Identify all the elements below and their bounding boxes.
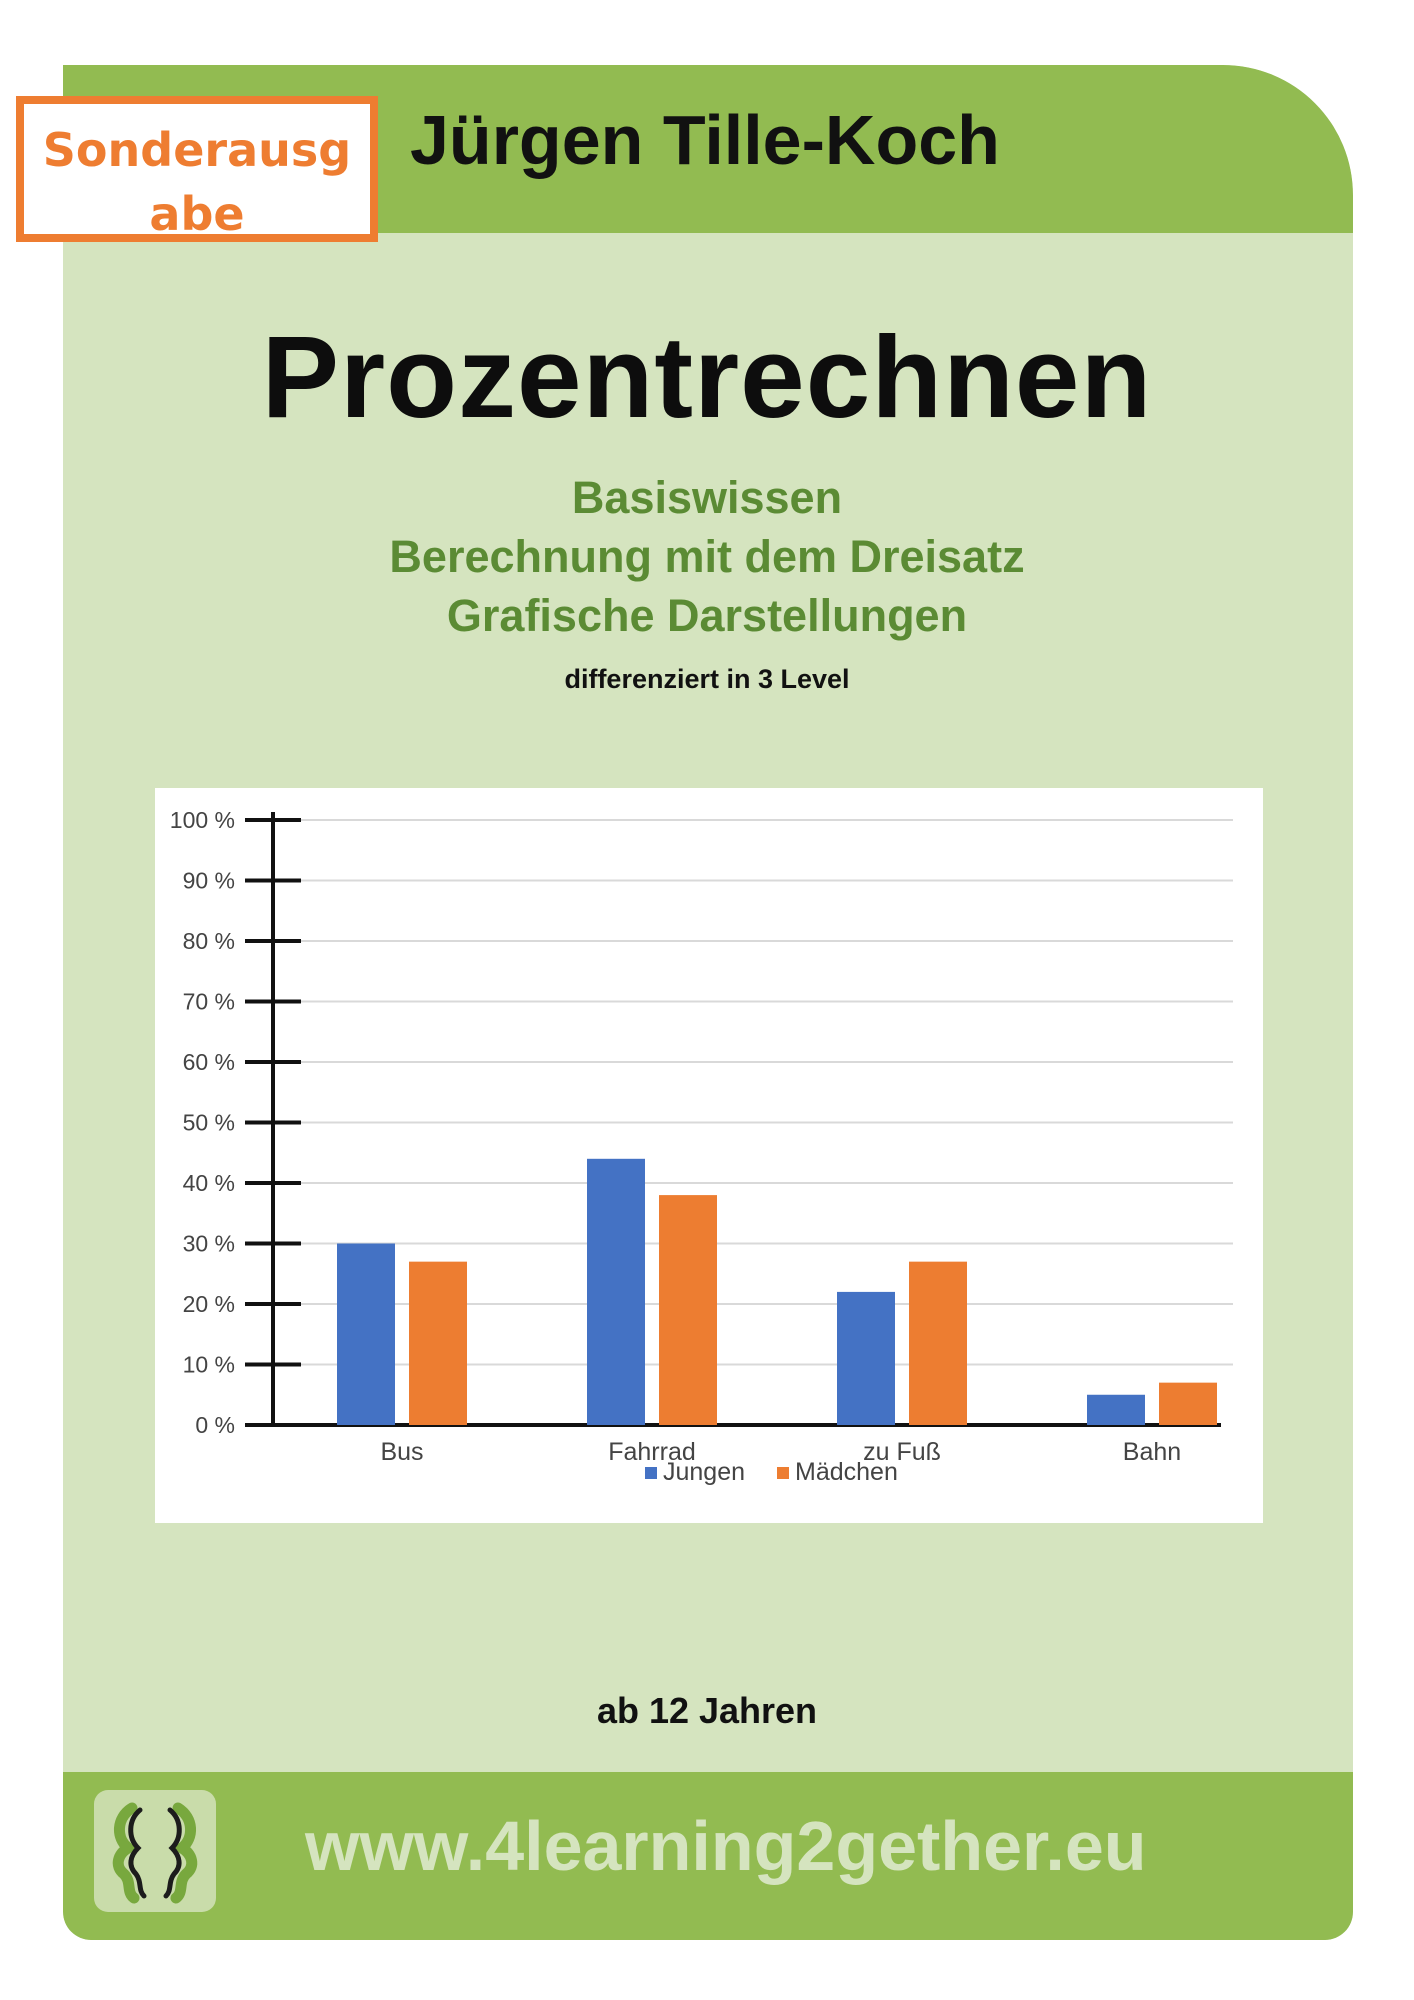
bar-jungen xyxy=(837,1291,895,1425)
x-tick-label: zu Fuß xyxy=(863,1438,941,1466)
y-tick-label: 100 % xyxy=(170,807,235,833)
y-tick-label: 80 % xyxy=(183,928,235,954)
subtitle-line: Berechnung mit dem Dreisatz xyxy=(389,531,1025,582)
bar-mädchen xyxy=(909,1261,967,1425)
y-tick-label: 60 % xyxy=(183,1049,235,1075)
subtitle-list: Basiswissen Berechnung mit dem Dreisatz … xyxy=(0,468,1414,645)
bar-jungen xyxy=(1087,1394,1145,1425)
bar-jungen xyxy=(587,1158,645,1425)
subtitle-line: Grafische Darstellungen xyxy=(446,590,968,641)
special-edition-badge: Sonderausgabe xyxy=(16,96,378,242)
bar-chart-svg: 0 % 10 % 20 % 30 % 40 % 50 % 60 % 70 % 80 % 90 % 1… xyxy=(170,807,1233,1486)
legend-swatch xyxy=(645,1467,657,1479)
y-tick-label: 30 % xyxy=(183,1231,235,1257)
y-tick-label: 0 % xyxy=(195,1412,235,1438)
y-tick-label: 70 % xyxy=(183,989,235,1015)
y-tick-label: 90 % xyxy=(183,868,235,894)
level-note: differenziert in 3 Level xyxy=(564,664,850,694)
x-tick-label: Fahrrad xyxy=(608,1438,696,1466)
legend-swatch xyxy=(777,1467,789,1479)
bar-mädchen xyxy=(1159,1382,1217,1425)
subtitle-line: Basiswissen xyxy=(571,472,843,523)
author-name: Jürgen Tille-Koch xyxy=(410,101,1000,179)
bar-mädchen xyxy=(409,1261,467,1425)
footer-band xyxy=(63,1772,1353,1940)
bar-chart: 0 % 10 % 20 % 30 % 40 % 50 % 60 % 70 % 80 % 90 % 1… xyxy=(155,788,1263,1523)
bar-mädchen xyxy=(659,1195,717,1425)
legend-label: Jungen xyxy=(663,1458,745,1486)
logo-graphic xyxy=(112,1802,198,1904)
x-tick-label: Bahn xyxy=(1123,1438,1181,1466)
two-faces-logo-icon xyxy=(94,1790,216,1912)
badge-label: Sonderausgabe xyxy=(42,123,352,241)
website-url: www.4learning2gether.eu xyxy=(305,1807,1147,1885)
legend-label: Mädchen xyxy=(795,1458,898,1486)
y-tick-label: 40 % xyxy=(183,1170,235,1196)
y-tick-label: 20 % xyxy=(183,1291,235,1317)
bar-jungen xyxy=(337,1243,395,1425)
y-tick-label: 10 % xyxy=(183,1352,235,1378)
age-recommendation: ab 12 Jahren xyxy=(596,1690,818,1731)
page-title: Prozentrechnen xyxy=(261,312,1153,442)
x-tick-label: Bus xyxy=(380,1438,423,1466)
y-tick-label: 50 % xyxy=(183,1110,235,1136)
